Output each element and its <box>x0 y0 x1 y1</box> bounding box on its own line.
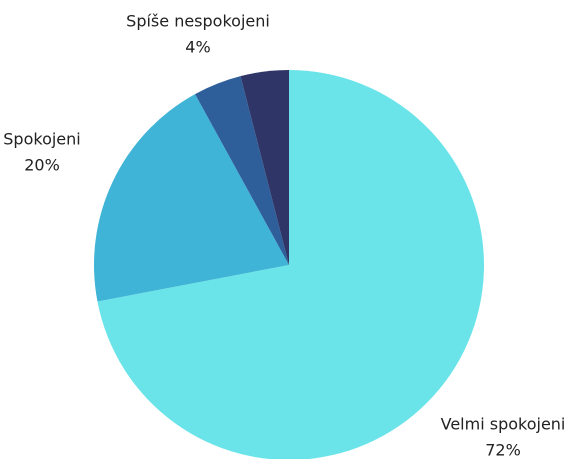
pie-slice <box>240 70 289 265</box>
pie-slice <box>195 76 289 265</box>
slice-value-label: 4% <box>185 38 210 57</box>
slice-label: Spíše nespokojeni <box>126 12 270 31</box>
slice-value-label: 20% <box>24 156 60 175</box>
pie-slice <box>97 70 484 459</box>
slice-value-label: 72% <box>485 441 521 459</box>
slice-label: Spokojeni <box>3 130 80 149</box>
slice-label: Velmi spokojeni <box>441 415 566 434</box>
pie-slice <box>94 94 289 302</box>
